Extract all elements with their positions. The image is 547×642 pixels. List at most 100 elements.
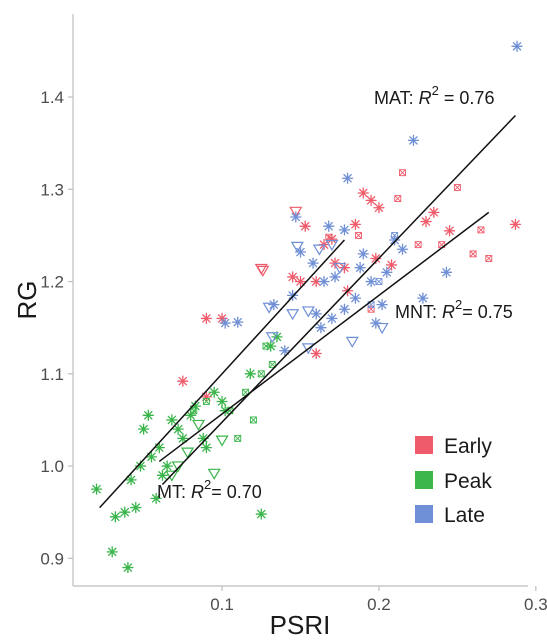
point-peak [249, 416, 257, 424]
point-late [354, 262, 366, 274]
point-early [414, 241, 422, 249]
legend-key-late [415, 505, 433, 523]
mt-label: MT: [157, 482, 191, 502]
point-late [440, 266, 453, 278]
point-late [391, 231, 399, 239]
point-peak [234, 434, 242, 442]
mnt-r2-value: 0.75 [478, 302, 513, 322]
point-peak [265, 340, 277, 352]
point-late [312, 244, 326, 256]
fit-line-mt [99, 239, 345, 509]
point-late [329, 271, 341, 283]
point-late [511, 40, 523, 52]
point-peak [165, 470, 179, 482]
r2-exponent: 2 [432, 83, 439, 98]
point-late [345, 336, 359, 348]
point-late [307, 257, 319, 269]
point-early [485, 255, 493, 262]
r2-r-label: R [191, 482, 204, 502]
point-early [287, 271, 299, 283]
point-late [417, 292, 429, 304]
point-early [420, 215, 432, 228]
point-early [365, 194, 377, 207]
legend-label-peak: Peak [444, 470, 492, 493]
point-peak [242, 388, 250, 396]
fit-line-mat [161, 114, 516, 486]
point-late [376, 298, 388, 311]
point-early [355, 231, 363, 239]
point-peak [125, 474, 137, 486]
point-early [289, 206, 303, 218]
point-early [399, 169, 406, 177]
point-early [428, 206, 440, 219]
point-early [299, 220, 311, 232]
mnt-annotation: MNT: R2= 0.75 [395, 297, 513, 322]
point-late [388, 234, 401, 246]
point-peak [255, 508, 267, 520]
point-early [325, 233, 333, 241]
fit-lines [99, 114, 516, 509]
point-late [232, 316, 244, 328]
point-late [301, 343, 315, 355]
legend-label-early: Early [444, 435, 492, 458]
y-tick-label: 1.3 [40, 180, 64, 199]
point-peak [262, 342, 270, 350]
r2-exponent: 2 [204, 477, 211, 492]
legend: Early Peak Late [415, 435, 492, 527]
point-peak [200, 441, 213, 454]
point-early [477, 226, 485, 234]
point-late [381, 266, 393, 278]
point-early [385, 259, 398, 271]
y-tick-label: 1.2 [40, 273, 64, 292]
equals-sign: = [439, 88, 460, 108]
point-late [407, 134, 420, 147]
point-late [290, 241, 304, 253]
point-peak [119, 506, 131, 518]
point-peak [153, 441, 165, 454]
point-late [219, 317, 231, 329]
legend-key-peak [415, 471, 433, 489]
x-ticks: 0.1 0.2 0.3 [210, 586, 547, 614]
point-peak [171, 461, 185, 473]
x-tick-label: 0.3 [524, 595, 547, 614]
point-late [290, 211, 302, 223]
point-early [256, 265, 270, 277]
mt-annotation: MT: R2= 0.70 [157, 477, 262, 502]
legend-label-late: Late [444, 504, 485, 527]
y-axis-title: RG [12, 281, 42, 320]
point-late [396, 243, 409, 255]
point-late [341, 172, 354, 184]
r2-r-label: R [419, 88, 432, 108]
point-peak [137, 423, 150, 435]
y-tick-label: 0.9 [40, 549, 64, 568]
data-points [90, 40, 523, 574]
point-early [443, 225, 456, 237]
point-peak [122, 561, 134, 574]
point-peak [208, 386, 220, 398]
r2-r-label: R [442, 302, 455, 322]
point-early [469, 250, 477, 258]
y-tick-label: 1.4 [40, 88, 64, 107]
point-late [265, 332, 279, 344]
point-early [200, 391, 213, 403]
x-axis-title: PSRI [270, 610, 331, 640]
point-late [315, 322, 327, 334]
point-late [333, 262, 347, 275]
point-late [349, 292, 362, 304]
legend-key-early [415, 436, 433, 454]
point-peak [177, 432, 189, 445]
point-peak [202, 398, 210, 405]
mat-annotation: MAT: R2 = 0.76 [374, 83, 494, 108]
point-late [326, 312, 338, 325]
point-early [357, 187, 369, 199]
point-late [286, 309, 300, 321]
point-early [177, 375, 189, 387]
point-peak [130, 501, 142, 514]
point-late [325, 239, 339, 252]
point-peak [257, 370, 265, 378]
point-peak [150, 492, 162, 505]
point-early [453, 183, 461, 191]
equals-sign: = [211, 482, 227, 502]
point-peak [90, 483, 103, 495]
